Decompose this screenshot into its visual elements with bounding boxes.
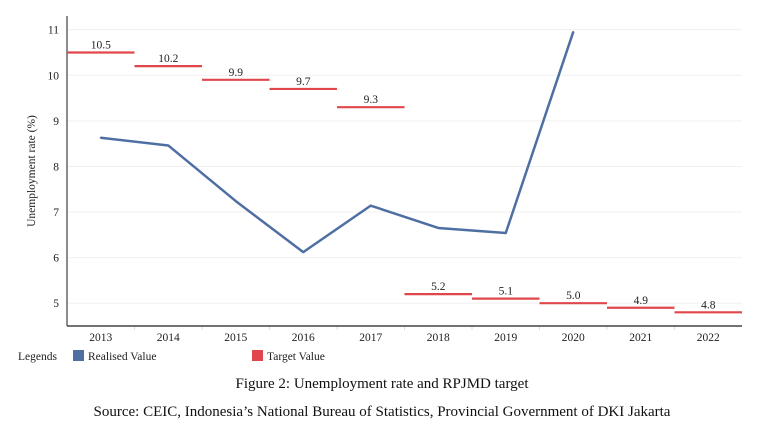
target-data-label: 4.9 [634, 295, 649, 307]
target-data-label: 5.1 [499, 286, 514, 298]
x-tick-label: 2018 [427, 332, 450, 344]
target-data-label: 5.2 [431, 281, 446, 293]
legend-title: Legends [18, 351, 57, 363]
legend-swatch-realised [73, 350, 84, 361]
x-tick-label: 2019 [494, 332, 517, 344]
realised-line [100, 31, 575, 254]
x-tick-label: 2021 [629, 332, 652, 344]
realised-point [302, 251, 305, 254]
y-tick-label: 6 [53, 253, 59, 265]
unemployment-chart: 5 6 7 8 9 10 11 2013 2014 2015 2016 2017 2018 2019 202… [18, 16, 742, 363]
target-data-label: 9.9 [229, 67, 244, 79]
target-data-label: 10.5 [91, 39, 111, 51]
figure-source: Source: CEIC, Indonesia’s National Burea… [93, 404, 671, 420]
realised-point [369, 204, 372, 207]
y-tick-label: 8 [53, 161, 59, 173]
y-tick-label: 7 [53, 207, 59, 219]
realised-point [234, 200, 237, 203]
x-tick-label: 2015 [224, 332, 247, 344]
legend-label-target: Target Value [267, 351, 325, 363]
y-tick-label: 9 [53, 116, 59, 128]
target-data-label: 9.7 [296, 76, 311, 88]
y-tick-label: 5 [53, 298, 59, 310]
x-tick-label: 2014 [157, 332, 180, 344]
x-tick-label: 2017 [359, 332, 382, 344]
realised-point [167, 144, 170, 147]
realised-point [99, 136, 102, 139]
y-tick-label: 10 [48, 70, 60, 82]
x-tick-label: 2022 [697, 332, 720, 344]
x-tick-label: 2020 [562, 332, 585, 344]
realised-point [504, 232, 507, 234]
x-tick-label: 2013 [89, 332, 112, 344]
legend-label-realised: Realised Value [88, 351, 156, 363]
target-data-label: 5.0 [566, 290, 581, 302]
legend-swatch-target [252, 350, 263, 361]
y-tick-label: 11 [48, 25, 59, 37]
realised-point [437, 226, 440, 229]
figure-caption: Figure 2: Unemployment rate and RPJMD ta… [235, 376, 529, 392]
x-tick-label: 2016 [292, 332, 315, 344]
y-axis-title: Unemployment rate (%) [26, 115, 38, 227]
target-data-label: 4.8 [701, 299, 716, 311]
target-data-label: 9.3 [364, 94, 379, 106]
target-data-label: 10.2 [158, 53, 178, 65]
realised-point [572, 30, 575, 33]
